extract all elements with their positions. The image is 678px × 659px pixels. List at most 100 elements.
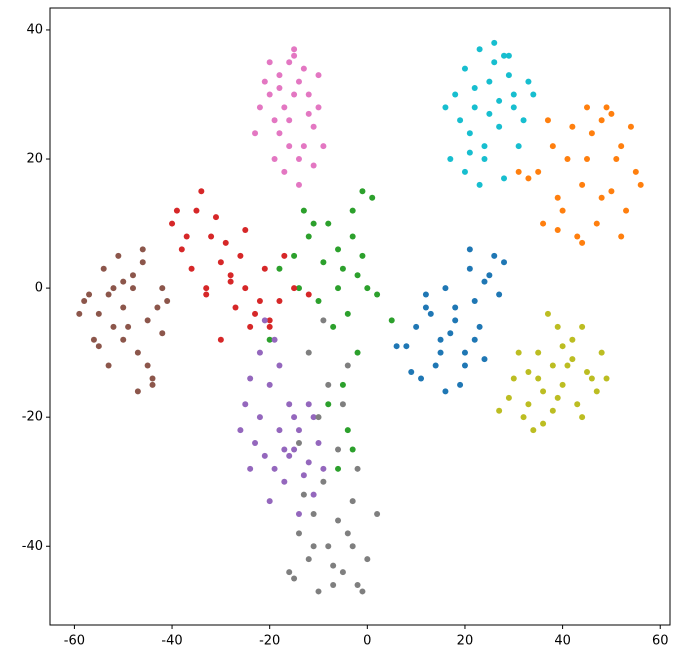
point	[486, 272, 493, 279]
point	[134, 349, 141, 356]
point	[623, 207, 630, 214]
point	[330, 562, 337, 569]
point	[452, 304, 459, 311]
point	[164, 298, 171, 305]
point	[339, 265, 346, 272]
point	[286, 143, 293, 150]
point	[310, 543, 317, 550]
point	[364, 285, 371, 292]
point	[476, 46, 483, 53]
point	[339, 401, 346, 408]
point	[330, 581, 337, 588]
point	[457, 381, 464, 388]
point	[315, 439, 322, 446]
point	[305, 556, 312, 563]
point	[569, 123, 576, 130]
point	[335, 285, 342, 292]
point	[554, 227, 561, 234]
point	[442, 388, 449, 395]
point	[540, 388, 547, 395]
point	[374, 291, 381, 298]
point	[559, 343, 566, 350]
point	[276, 362, 283, 369]
point	[90, 336, 97, 343]
point	[510, 91, 517, 98]
point	[320, 317, 327, 324]
point	[271, 117, 278, 124]
point	[305, 233, 312, 240]
point	[481, 156, 488, 163]
point	[335, 446, 342, 453]
point	[276, 265, 283, 272]
point	[593, 388, 600, 395]
point	[315, 104, 322, 111]
point	[349, 543, 356, 550]
point	[217, 259, 224, 266]
point	[203, 291, 210, 298]
point	[237, 252, 244, 259]
point	[427, 310, 434, 317]
point	[330, 323, 337, 330]
point	[496, 291, 503, 298]
x-tick-label: 60	[652, 634, 669, 649]
point	[349, 207, 356, 214]
point	[598, 349, 605, 356]
point	[461, 65, 468, 72]
point	[291, 575, 298, 582]
point	[447, 156, 454, 163]
point	[110, 285, 117, 292]
point	[637, 181, 644, 188]
point	[466, 265, 473, 272]
point	[256, 104, 263, 111]
point	[549, 362, 556, 369]
y-tick-label: -40	[22, 539, 43, 554]
point	[232, 304, 239, 311]
point	[247, 323, 254, 330]
point	[554, 323, 561, 330]
point	[530, 91, 537, 98]
point	[315, 414, 322, 421]
point	[281, 252, 288, 259]
point	[252, 439, 259, 446]
point	[217, 336, 224, 343]
point	[471, 298, 478, 305]
point	[525, 369, 532, 376]
point	[491, 252, 498, 259]
point	[305, 291, 312, 298]
point	[295, 285, 302, 292]
point	[149, 375, 156, 382]
point	[413, 323, 420, 330]
point	[276, 298, 283, 305]
point	[95, 343, 102, 350]
point	[388, 317, 395, 324]
point	[227, 278, 234, 285]
point	[535, 349, 542, 356]
point	[261, 452, 268, 459]
point	[295, 181, 302, 188]
point	[374, 510, 381, 517]
point	[173, 207, 180, 214]
point	[466, 246, 473, 253]
point	[310, 510, 317, 517]
point	[286, 401, 293, 408]
point	[208, 233, 215, 240]
point	[242, 285, 249, 292]
point	[540, 420, 547, 427]
point	[525, 78, 532, 85]
point	[359, 252, 366, 259]
point	[300, 472, 307, 479]
point	[349, 498, 356, 505]
point	[320, 143, 327, 150]
point	[349, 446, 356, 453]
point	[291, 46, 298, 53]
point	[598, 117, 605, 124]
point	[344, 310, 351, 317]
point	[481, 143, 488, 150]
point	[169, 220, 176, 227]
point	[618, 143, 625, 150]
point	[76, 310, 83, 317]
point	[335, 465, 342, 472]
point	[471, 336, 478, 343]
point	[437, 349, 444, 356]
